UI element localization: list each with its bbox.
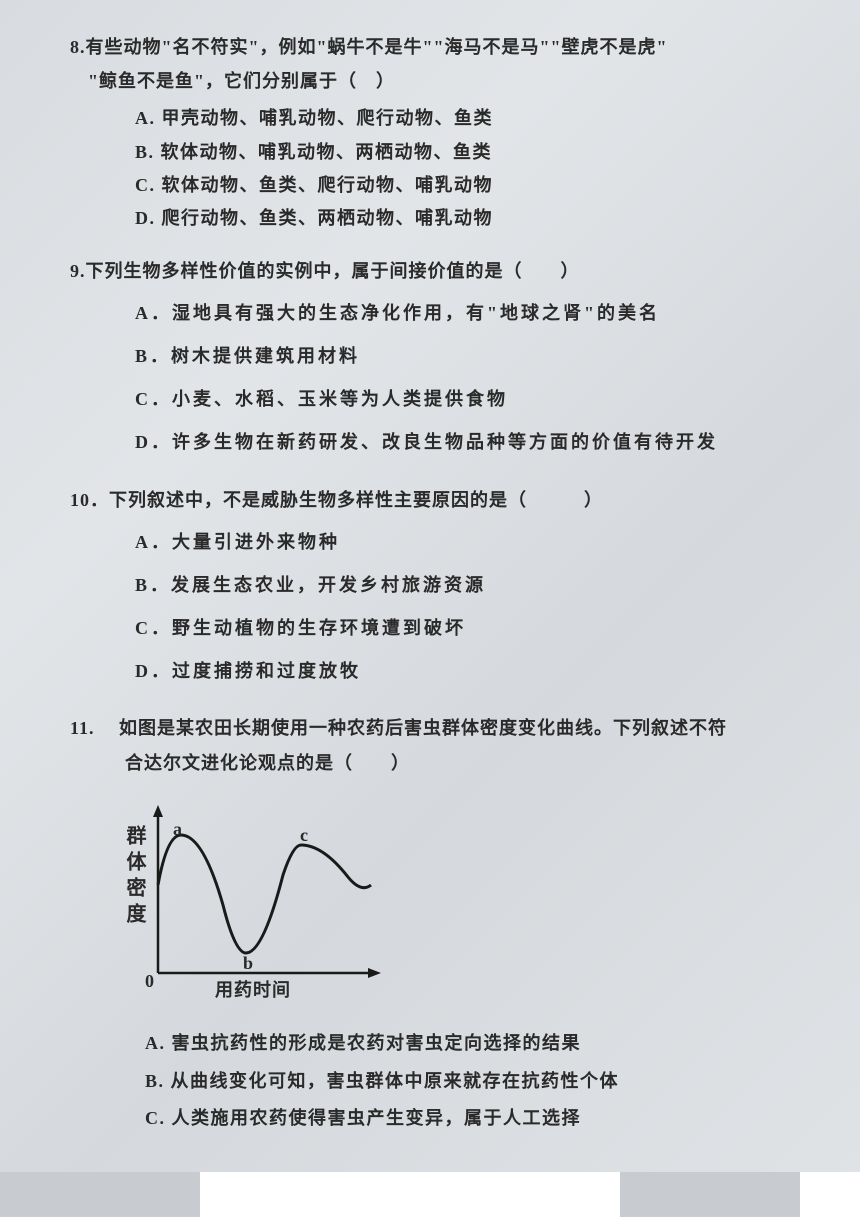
- q11-option-c: C. 人类施用农药使得害虫产生变异，属于人工选择: [145, 1100, 810, 1138]
- q11-option-b: B. 从曲线变化可知，害虫群体中原来就存在抗药性个体: [145, 1063, 810, 1101]
- q9-option-d: D．许多生物在新药研发、改良生物品种等方面的价值有待开发: [135, 421, 810, 464]
- q8-stem-line1: 8.有些动物"名不符实"，例如"蜗牛不是牛""海马不是马""壁虎不是虎": [70, 30, 810, 64]
- q11-number: 11.: [70, 718, 119, 738]
- q10-text: 下列叙述中，不是威胁生物多样性主要原因的是（ ）: [109, 490, 603, 510]
- point-b-label: b: [243, 953, 253, 974]
- x-axis-label: 用药时间: [215, 976, 291, 1002]
- q11-options: A. 害虫抗药性的形成是农药对害虫定向选择的结果 B. 从曲线变化可知，害虫群体…: [70, 1025, 810, 1138]
- x-axis-arrow-icon: [368, 968, 381, 978]
- q10-options: A．大量引进外来物种 B．发展生态农业，开发乡村旅游资源 C．野生动植物的生存环…: [70, 521, 810, 694]
- q10-option-b: B．发展生态农业，开发乡村旅游资源: [135, 564, 810, 607]
- q9-text: 下列生物多样性价值的实例中，属于间接价值的是（ ）: [86, 261, 580, 281]
- q8-number: 8.: [70, 37, 86, 57]
- footer-gray-left: [0, 1172, 200, 1217]
- q8-option-c: C. 软体动物、鱼类、爬行动物、哺乳动物: [135, 169, 810, 202]
- q10-stem: 10．下列叙述中，不是威胁生物多样性主要原因的是（ ）: [70, 483, 810, 517]
- q10-option-a: A．大量引进外来物种: [135, 521, 810, 564]
- q11-option-a: A. 害虫抗药性的形成是农药对害虫定向选择的结果: [145, 1025, 810, 1063]
- q9-options: A．湿地具有强大的生态净化作用，有"地球之肾"的美名 B．树木提供建筑用材料 C…: [70, 292, 810, 465]
- q8-option-a: A. 甲壳动物、哺乳动物、爬行动物、鱼类: [135, 102, 810, 135]
- q9-stem: 9.下列生物多样性价值的实例中，属于间接价值的是（ ）: [70, 254, 810, 288]
- question-10: 10．下列叙述中，不是威胁生物多样性主要原因的是（ ） A．大量引进外来物种 B…: [70, 483, 810, 694]
- chart-svg: [153, 805, 383, 980]
- q9-option-a: A．湿地具有强大的生态净化作用，有"地球之肾"的美名: [135, 292, 810, 335]
- q8-options: A. 甲壳动物、哺乳动物、爬行动物、鱼类 B. 软体动物、哺乳动物、两栖动物、鱼…: [70, 102, 810, 235]
- question-11: 11. 如图是某农田长期使用一种农药后害虫群体密度变化曲线。下列叙述不符 合达尔…: [70, 711, 810, 1138]
- q10-option-c: C．野生动植物的生存环境遭到破坏: [135, 607, 810, 650]
- q11-stem-line2: 合达尔文进化论观点的是（ ）: [70, 746, 810, 780]
- q8-option-d: D. 爬行动物、鱼类、两栖动物、哺乳动物: [135, 202, 810, 235]
- origin-label: 0: [145, 971, 154, 992]
- q9-option-c: C．小麦、水稻、玉米等为人类提供食物: [135, 378, 810, 421]
- q10-number: 10．: [70, 490, 109, 510]
- q8-option-b: B. 软体动物、哺乳动物、两栖动物、鱼类: [135, 136, 810, 169]
- density-chart: 群体密度 a b c 0 用药时间: [125, 805, 385, 1000]
- question-9: 9.下列生物多样性价值的实例中，属于间接价值的是（ ） A．湿地具有强大的生态净…: [70, 254, 810, 465]
- question-8: 8.有些动物"名不符实"，例如"蜗牛不是牛""海马不是马""壁虎不是虎" "鲸鱼…: [70, 30, 810, 236]
- q9-option-b: B．树木提供建筑用材料: [135, 335, 810, 378]
- density-curve: [158, 835, 371, 953]
- q8-stem-line2: "鲸鱼不是鱼"，它们分别属于（ ）: [70, 64, 810, 98]
- q11-stem-line1: 11. 如图是某农田长期使用一种农药后害虫群体密度变化曲线。下列叙述不符: [70, 711, 810, 745]
- point-a-label: a: [173, 819, 182, 840]
- y-axis-label: 群体密度: [120, 825, 149, 929]
- q9-number: 9.: [70, 261, 86, 281]
- y-axis-arrow-icon: [153, 805, 163, 817]
- q10-option-d: D．过度捕捞和过度放牧: [135, 650, 810, 693]
- q11-text1: 如图是某农田长期使用一种农药后害虫群体密度变化曲线。下列叙述不符: [119, 718, 727, 738]
- point-c-label: c: [300, 825, 308, 846]
- q8-text1: 有些动物"名不符实"，例如"蜗牛不是牛""海马不是马""壁虎不是虎": [86, 37, 668, 57]
- footer-gray-right: [620, 1172, 800, 1217]
